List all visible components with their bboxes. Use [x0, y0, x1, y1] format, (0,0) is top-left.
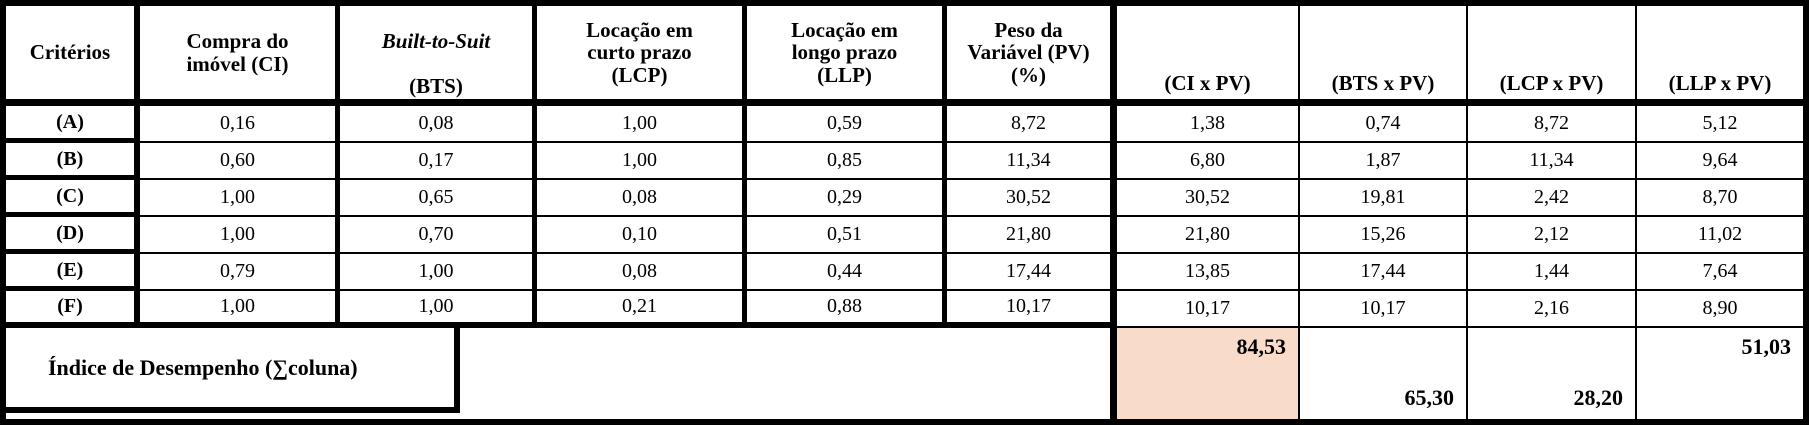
row-label-cell: (C) [6, 180, 140, 217]
value-cell: 10,17 [1117, 291, 1300, 328]
table-row: (F) 1,00 1,00 0,21 0,88 10,17 10,17 10,1… [6, 291, 1803, 328]
value-cell: 1,00 [140, 217, 340, 254]
header-compra-imovel: Compra do imóvel (CI) [140, 6, 340, 99]
header-built-to-suit-abbr: (BTS) [409, 73, 463, 98]
value-cell: 1,00 [140, 180, 340, 217]
value-cell: 0,70 [340, 217, 537, 254]
value-cell: 1,44 [1468, 254, 1637, 291]
value-cell: 19,81 [1300, 180, 1468, 217]
value-cell: 10,17 [947, 291, 1117, 328]
row-label-cell: (F) [6, 291, 140, 328]
value-cell: 9,64 [1637, 143, 1803, 180]
value-cell: 0,85 [747, 143, 947, 180]
value-cell: 0,88 [747, 291, 947, 328]
value-cell: 1,00 [340, 254, 537, 291]
row-label-cell: (A) [6, 106, 140, 143]
value-cell: 2,12 [1468, 217, 1637, 254]
row-label-cell: (E) [6, 254, 140, 291]
value-cell: 0,44 [747, 254, 947, 291]
value-cell: 0,29 [747, 180, 947, 217]
table-body: (A) 0,16 0,08 1,00 0,59 8,72 1,38 0,74 8… [6, 106, 1803, 328]
header-built-to-suit: Built-to-Suit (BTS) [340, 6, 537, 99]
value-cell: 8,72 [947, 106, 1117, 143]
value-cell: 0,08 [537, 180, 747, 217]
value-cell: 30,52 [1117, 180, 1300, 217]
value-cell: 13,85 [1117, 254, 1300, 291]
table-row: (C) 1,00 0,65 0,08 0,29 30,52 30,52 19,8… [6, 180, 1803, 217]
value-cell: 2,42 [1468, 180, 1637, 217]
value-cell: 0,79 [140, 254, 340, 291]
value-cell: 11,02 [1637, 217, 1803, 254]
value-cell: 1,00 [537, 143, 747, 180]
header-lcp-x-pv: (LCP x PV) [1468, 6, 1637, 99]
value-cell: 0,21 [537, 291, 747, 328]
table-footer-row: Índice de Desempenho (∑coluna) 84,53 65,… [6, 328, 1803, 419]
value-cell: 15,26 [1300, 217, 1468, 254]
value-cell: 1,87 [1300, 143, 1468, 180]
value-cell: 30,52 [947, 180, 1117, 217]
value-cell: 0,16 [140, 106, 340, 143]
value-cell: 8,72 [1468, 106, 1637, 143]
footer-label: Índice de Desempenho (∑coluna) [6, 328, 460, 413]
value-cell: 0,60 [140, 143, 340, 180]
value-cell: 11,34 [1468, 143, 1637, 180]
table-header-row: Critérios Compra do imóvel (CI) Built-to… [6, 6, 1803, 106]
header-locacao-longo-prazo: Locação em longo prazo (LLP) [747, 6, 947, 99]
table-row: (E) 0,79 1,00 0,08 0,44 17,44 13,85 17,4… [6, 254, 1803, 291]
value-cell: 0,51 [747, 217, 947, 254]
value-cell: 0,17 [340, 143, 537, 180]
footer-total-ci-pv: 84,53 [1110, 328, 1300, 419]
value-cell: 21,80 [947, 217, 1117, 254]
header-built-to-suit-italic: Built-to-Suit [381, 29, 491, 54]
value-cell: 8,70 [1637, 180, 1803, 217]
footer-total-llp-pv: 51,03 [1741, 334, 1792, 359]
value-cell: 8,90 [1637, 291, 1803, 328]
value-cell: 0,10 [537, 217, 747, 254]
header-locacao-curto-prazo: Locação em curto prazo (LCP) [537, 6, 747, 99]
header-ci-x-pv: (CI x PV) [1117, 6, 1300, 99]
value-cell: 0,08 [537, 254, 747, 291]
footer-total-bts-pv: 65,30 [1300, 328, 1468, 419]
table-row: (D) 1,00 0,70 0,10 0,51 21,80 21,80 15,2… [6, 217, 1803, 254]
value-cell: 5,12 [1637, 106, 1803, 143]
value-cell: 1,00 [340, 291, 537, 328]
header-criterios: Critérios [6, 6, 140, 99]
value-cell: 2,16 [1468, 291, 1637, 328]
value-cell: 17,44 [1300, 254, 1468, 291]
value-cell: 0,59 [747, 106, 947, 143]
row-label-cell: (D) [6, 217, 140, 254]
value-cell: 6,80 [1117, 143, 1300, 180]
value-cell: 0,08 [340, 106, 537, 143]
value-cell: 17,44 [947, 254, 1117, 291]
value-cell: 1,38 [1117, 106, 1300, 143]
value-cell: 0,65 [340, 180, 537, 217]
value-cell: 1,00 [140, 291, 340, 328]
header-bts-x-pv: (BTS x PV) [1300, 6, 1468, 99]
value-cell: 0,74 [1300, 106, 1468, 143]
header-peso-variavel: Peso da Variável (PV) (%) [947, 6, 1117, 99]
header-llp-x-pv: (LLP x PV) [1668, 70, 1772, 95]
footer-empty-cell [460, 328, 1110, 419]
row-label-cell: (B) [6, 143, 140, 180]
value-cell: 1,00 [537, 106, 747, 143]
table-row: (B) 0,60 0,17 1,00 0,85 11,34 6,80 1,87 … [6, 143, 1803, 180]
value-cell: 11,34 [947, 143, 1117, 180]
value-cell: 10,17 [1300, 291, 1468, 328]
value-cell: 7,64 [1637, 254, 1803, 291]
table-row: (A) 0,16 0,08 1,00 0,59 8,72 1,38 0,74 8… [6, 106, 1803, 143]
footer-total-lcp-pv: 28,20 [1468, 328, 1637, 419]
value-cell: 21,80 [1117, 217, 1300, 254]
